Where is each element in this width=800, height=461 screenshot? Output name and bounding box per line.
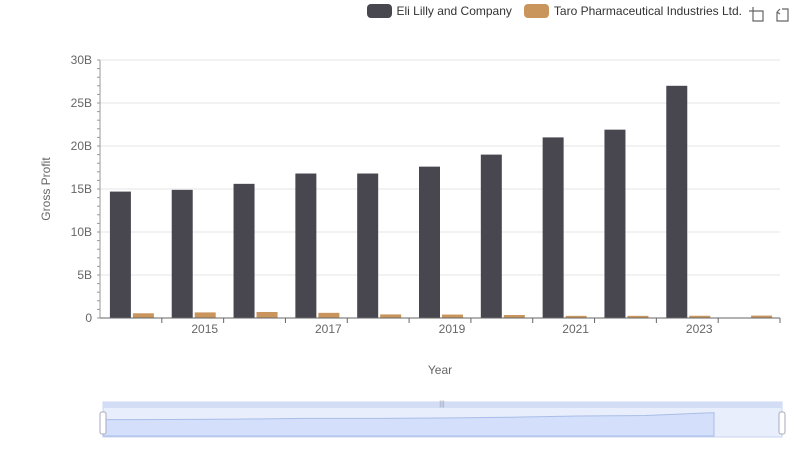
bar-taro-2016[interactable] [256,311,278,318]
legend-item-eli-lilly[interactable]: Eli Lilly and Company [366,4,512,18]
slider-handle-left[interactable] [99,411,107,435]
bar-taro-2018[interactable] [380,314,402,318]
data-zoom-slider[interactable]: ||| [99,401,786,438]
bar-taro-2024[interactable] [751,315,773,318]
bar-taro-2023[interactable] [689,315,711,318]
bar-eli-lilly-2023[interactable] [666,85,688,318]
y-tick-label: 15B [71,182,92,196]
slider-data-shadow [102,412,715,437]
bar-eli-lilly-2020[interactable] [480,154,502,318]
legend-swatch-eli-lilly [366,4,392,18]
legend: Eli Lilly and Company Taro Pharmaceutica… [366,4,742,18]
bar-taro-2020[interactable] [503,314,525,318]
x-tick-label: 2021 [562,322,589,336]
x-tick-label: 2023 [686,322,713,336]
legend-swatch-taro [523,4,549,18]
bar-eli-lilly-2021[interactable] [542,137,564,318]
bar-eli-lilly-2017[interactable] [295,173,317,318]
x-tick-label: 2015 [191,322,218,336]
bar-eli-lilly-2015[interactable] [171,189,193,318]
x-tick-label: 2019 [439,322,466,336]
y-tick-label: 30B [71,53,92,67]
bar-eli-lilly-2019[interactable] [419,166,440,318]
slider-top-bar[interactable] [103,402,782,408]
bar-taro-2017[interactable] [318,312,340,318]
bar-eli-lilly-2018[interactable] [357,173,379,318]
x-tick-label: 2017 [315,322,342,336]
legend-item-taro[interactable]: Taro Pharmaceutical Industries Ltd. [523,4,742,18]
bar-taro-2021[interactable] [565,315,587,318]
slider-grip-icon[interactable]: ||| [439,401,445,408]
y-tick-label: 0 [85,311,92,325]
x-axis-label: Year [428,363,452,377]
bar-taro-2015[interactable] [194,312,216,318]
y-tick-label: 25B [71,96,92,110]
toolbox [748,6,790,22]
zoom-reset-icon[interactable] [774,6,790,22]
x-axis: 2015 2017 2019 2021 2023 [100,317,781,336]
y-tick-label: 20B [71,139,92,153]
legend-label-taro: Taro Pharmaceutical Industries Ltd. [553,4,742,18]
bar-taro-2022[interactable] [627,315,649,318]
bar-taro-2014[interactable] [132,313,154,318]
bar-eli-lilly-2022[interactable] [604,129,626,318]
zoom-icon[interactable] [748,6,764,22]
y-axis: 0 5B 10B 15B 20B 25B 30B [71,53,101,325]
y-axis-label: Gross Profit [39,157,53,221]
bar-taro-2019[interactable] [442,314,463,318]
y-tick-label: 5B [77,268,92,282]
legend-label-eli-lilly: Eli Lilly and Company [396,4,512,18]
bar-eli-lilly-2014[interactable] [109,191,131,318]
y-tick-label: 10B [71,225,92,239]
bar-eli-lilly-2016[interactable] [233,183,255,318]
slider-handle-right[interactable] [778,411,786,435]
bars [109,85,773,318]
